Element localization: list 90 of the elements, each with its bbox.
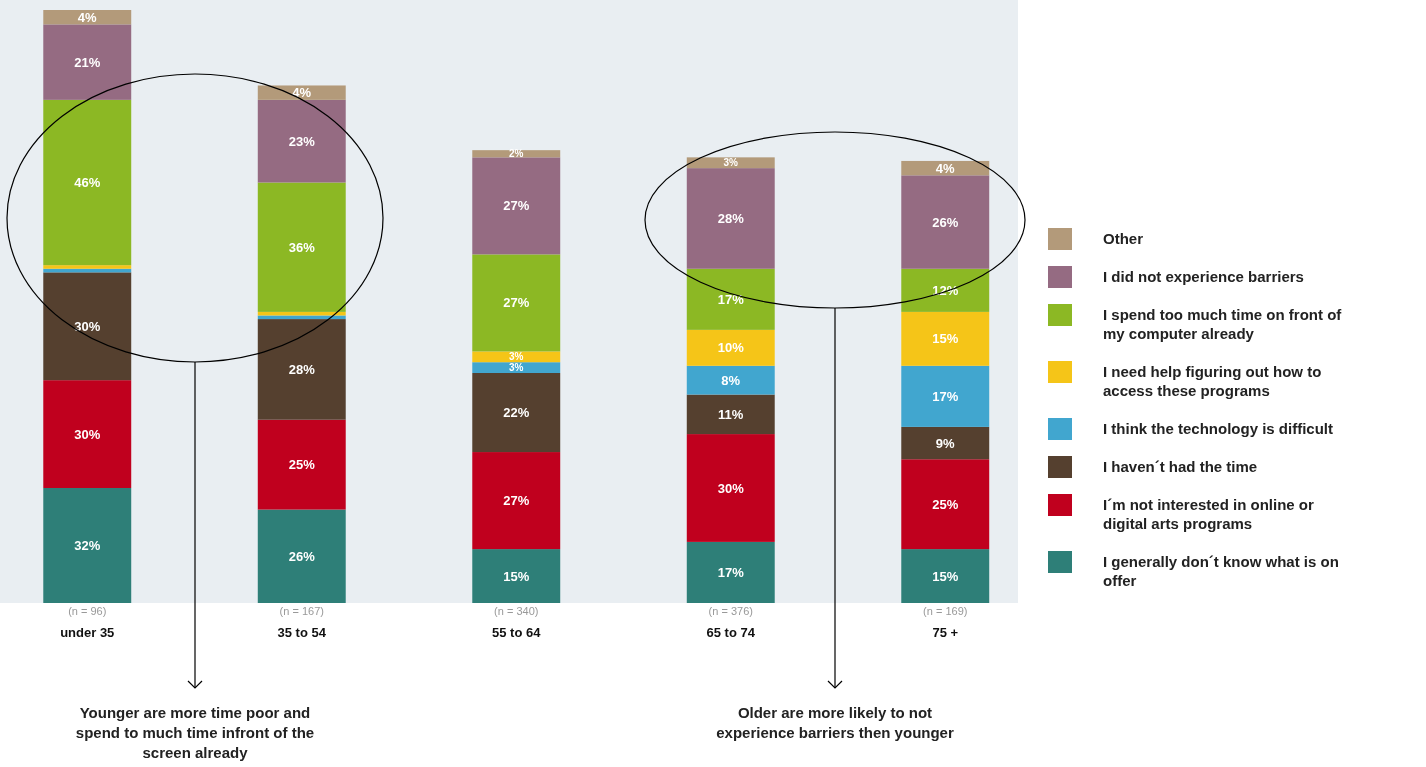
bar [472,254,561,352]
bar [686,365,775,395]
data-label: 26% [932,214,959,230]
bar [686,157,775,169]
bar [257,319,346,420]
data-label: 3% [509,351,524,363]
data-label: 15% [932,568,959,584]
data-label: 21% [74,54,101,70]
x-tick-label: 55 to 64 [492,624,542,640]
legend-label: I´m not interested in online or digital arts programs [1103,496,1314,533]
bar [686,394,775,435]
bar [472,372,561,453]
bar [257,419,346,510]
bar [901,426,990,460]
data-label: 30% [74,318,101,334]
data-label: 25% [288,457,316,473]
bar [43,380,132,488]
bar [472,362,561,373]
data-label: 4% [935,160,956,176]
data-label: 25% [932,496,959,512]
legend-label: I haven´t had the time [1103,458,1258,476]
bar [43,24,132,100]
bar [257,315,346,320]
bar [901,365,990,427]
data-label: 2% [509,148,524,160]
bar [472,549,561,603]
bar [686,434,775,542]
legend-label: I need help figuring out how to access these programs [1103,363,1322,400]
bar [686,541,775,603]
bar [43,272,132,381]
data-label: 32% [74,538,101,554]
text: Younger are more time poor and spend to much time infront of the screen already [75,704,315,762]
data-label: 11% [718,406,744,422]
data-label: 15% [503,568,530,584]
bar [257,85,346,100]
bar [901,268,990,312]
data-label: 15% [932,331,959,347]
data-label: 27% [503,493,530,509]
bar [43,487,132,603]
data-label: 26% [288,548,316,564]
data-label: 10% [717,340,745,356]
bar [901,459,990,550]
data-label: 30% [74,426,101,442]
data-label: 17% [717,565,745,580]
data-label: 28% [717,211,745,226]
bar [901,549,990,603]
text: (n = 376) [708,604,753,617]
data-label: 17% [932,388,959,404]
data-label: 27% [503,198,530,214]
legend-label: I think the technology is difficult [1103,420,1334,438]
text: (n = 340) [494,604,539,617]
x-tick-label: 75 + [932,624,959,640]
bar [257,99,346,183]
x-tick-label: under 35 [60,624,115,640]
text: Older are more likely to not experience barriers then younger [716,704,954,742]
legend-label: I generally don´t know what is on offer [1103,553,1339,590]
bar [43,265,132,269]
legend-label: I spend too much time on front of my computer already [1103,306,1343,343]
text: (n = 169) [923,604,968,617]
data-label: 36% [288,239,316,255]
data-label: 17% [717,291,745,307]
bar [686,268,775,330]
bar [257,509,346,603]
data-label: 8% [721,372,741,388]
data-label: 4% [77,9,98,25]
data-label: 4% [292,85,312,101]
x-tick-label: 35 to 54 [277,624,327,640]
bar [686,329,775,366]
data-label: 28% [288,361,316,377]
bar [901,175,990,269]
bar [686,168,775,269]
text: (n = 96) [68,604,107,617]
data-label: 30% [717,480,745,496]
bar [43,99,132,266]
bar [472,351,561,363]
bar [472,452,561,550]
text: (n = 167) [279,604,324,617]
bar [472,157,561,255]
data-label: 23% [288,133,316,149]
legend-label: I did not experience barriers [1103,268,1304,286]
legend-label: Other [1103,230,1144,248]
bar [901,311,990,366]
data-label: 3% [509,362,524,374]
data-label: 27% [503,295,530,311]
data-label: 46% [74,175,101,191]
bar [257,182,346,312]
data-label: 22% [503,405,530,421]
data-label: 9% [935,435,956,451]
x-tick-label: 65 to 74 [706,624,756,640]
data-label: 3% [723,157,739,169]
